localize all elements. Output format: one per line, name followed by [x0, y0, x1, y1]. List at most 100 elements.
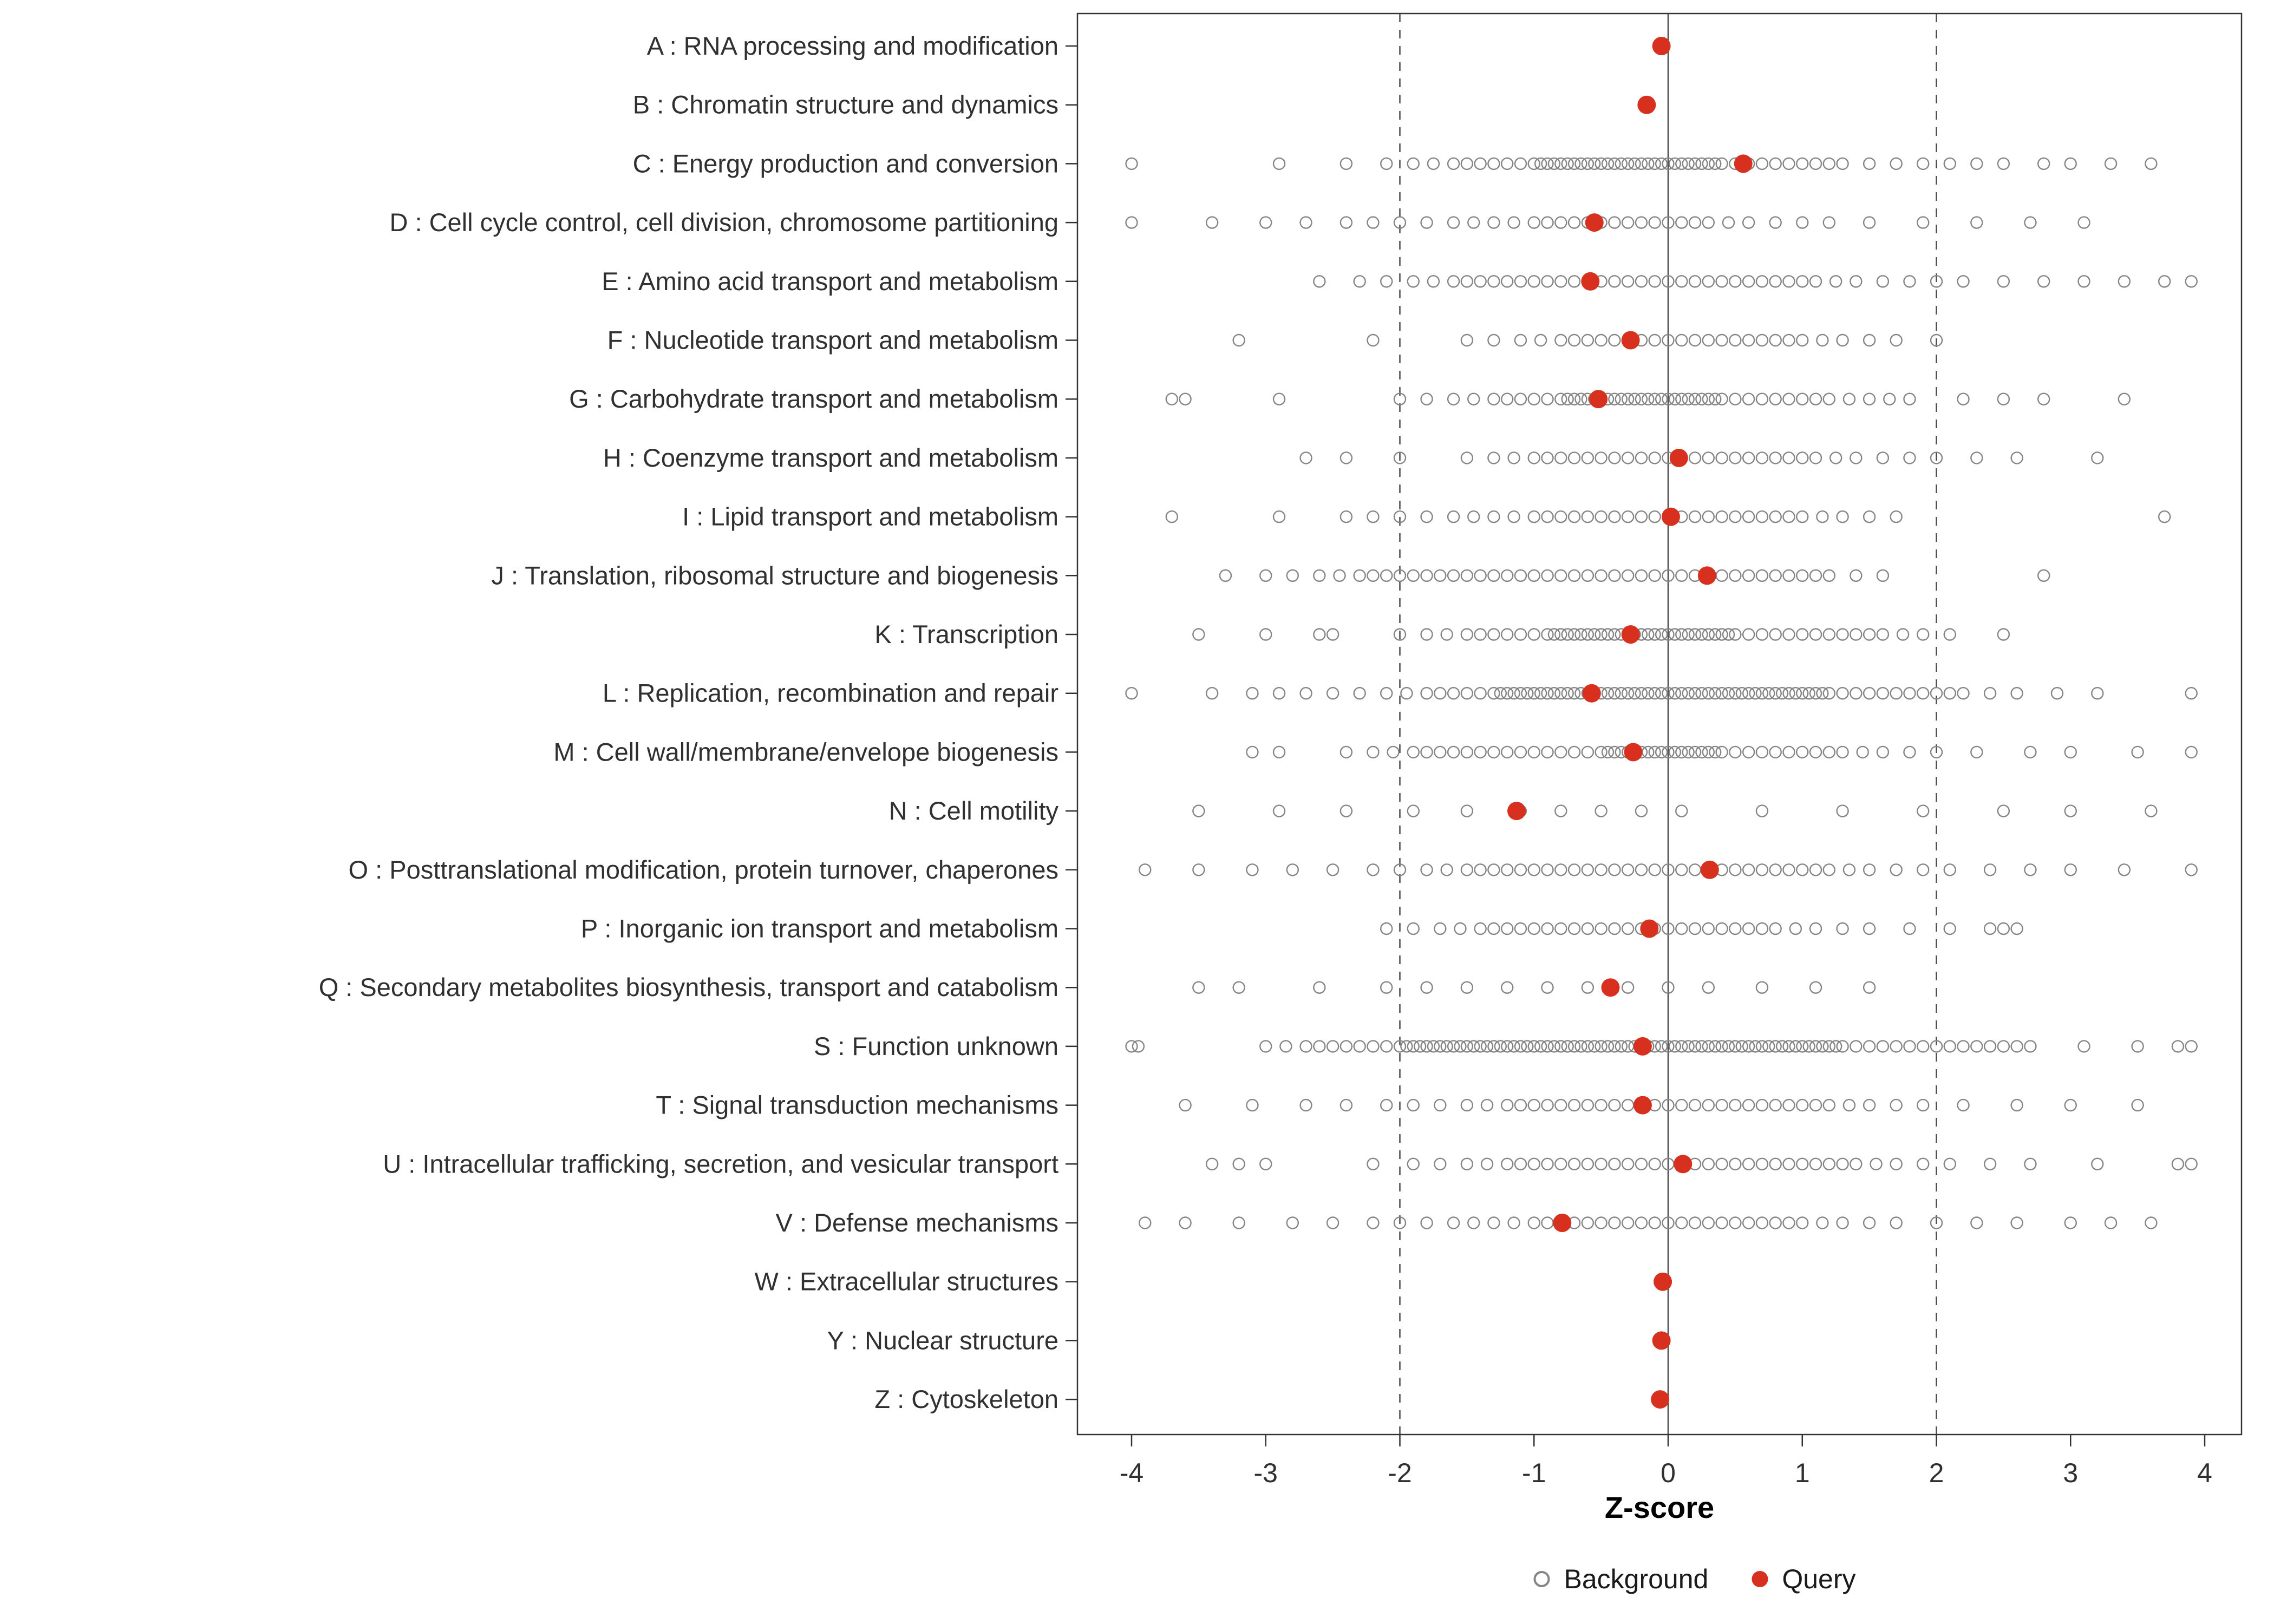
background-point	[1842, 863, 1856, 876]
background-point	[1420, 745, 1433, 759]
background-point	[1796, 451, 1809, 464]
background-point	[1440, 628, 1453, 641]
background-point	[1943, 1157, 1956, 1171]
background-point	[1534, 686, 1547, 700]
background-point	[1782, 333, 1795, 347]
background-point	[1286, 569, 1299, 582]
background-point	[1628, 392, 1641, 405]
background-point	[1420, 686, 1433, 700]
background-point	[1648, 275, 1661, 288]
background-point	[1139, 1216, 1152, 1229]
background-point	[1615, 686, 1628, 700]
query-point	[1621, 625, 1640, 644]
background-point	[2185, 1157, 2198, 1171]
legend-item-query: Query	[1752, 1563, 1856, 1595]
background-point	[1595, 569, 1608, 582]
background-point	[1662, 628, 1675, 641]
background-point	[1272, 745, 1286, 759]
x-tick-label: -1	[1522, 1458, 1546, 1488]
background-point	[1286, 863, 1299, 876]
background-point	[1393, 1040, 1407, 1053]
background-point	[1581, 1157, 1595, 1171]
background-point	[1809, 628, 1822, 641]
background-point	[1983, 922, 1997, 935]
background-point	[1709, 628, 1722, 641]
background-point	[1769, 628, 1782, 641]
background-point	[2104, 157, 2118, 171]
background-point	[1755, 745, 1769, 759]
background-point	[1514, 922, 1527, 935]
background-point	[1715, 922, 1728, 935]
background-point	[1628, 686, 1641, 700]
background-point	[1943, 157, 1956, 171]
background-point	[1541, 569, 1554, 582]
background-point	[1474, 569, 1487, 582]
background-point	[1983, 1157, 1997, 1171]
background-point	[1809, 922, 1822, 935]
background-point	[2185, 1040, 2198, 1053]
background-point	[1581, 745, 1595, 759]
background-point	[1635, 392, 1648, 405]
background-point	[1662, 1040, 1675, 1053]
background-point	[1675, 275, 1688, 288]
background-point	[1581, 157, 1595, 171]
background-point	[1393, 863, 1407, 876]
background-point	[1863, 392, 1876, 405]
background-point	[1567, 451, 1581, 464]
legend-label-query: Query	[1782, 1564, 1856, 1594]
background-point	[1313, 569, 1326, 582]
background-point	[1272, 686, 1286, 700]
background-point	[1487, 451, 1500, 464]
background-point	[1561, 1040, 1574, 1053]
background-point	[1648, 863, 1661, 876]
background-point	[1514, 863, 1527, 876]
background-point	[1527, 510, 1540, 523]
background-point	[1534, 1040, 1547, 1053]
background-point	[1380, 275, 1393, 288]
background-point	[1702, 686, 1715, 700]
background-point	[1715, 1216, 1728, 1229]
background-point	[1782, 628, 1795, 641]
background-point	[1635, 275, 1648, 288]
background-point	[1702, 157, 1715, 171]
background-point	[1943, 863, 1956, 876]
query-point	[1582, 684, 1601, 703]
background-point	[1554, 157, 1567, 171]
background-point	[1474, 745, 1487, 759]
background-point	[1917, 1098, 1930, 1112]
background-point	[1842, 1098, 1856, 1112]
background-point	[1755, 392, 1769, 405]
background-point	[1903, 275, 1916, 288]
background-point	[1595, 863, 1608, 876]
background-point	[1796, 157, 1809, 171]
background-point	[1675, 863, 1688, 876]
background-point	[1836, 804, 1849, 817]
background-point	[1648, 392, 1661, 405]
background-point	[1809, 569, 1822, 582]
query-point	[1652, 1331, 1671, 1350]
background-point	[1272, 157, 1286, 171]
background-point	[1729, 922, 1742, 935]
background-point	[1534, 157, 1547, 171]
background-point	[2064, 1098, 2077, 1112]
background-point	[1313, 981, 1326, 994]
category-label: S : Function unknown	[814, 1032, 1058, 1060]
background-point	[1574, 392, 1587, 405]
background-point	[1722, 686, 1735, 700]
background-point	[1829, 451, 1842, 464]
background-point	[1574, 628, 1587, 641]
background-point	[1420, 863, 1433, 876]
query-point	[1734, 154, 1753, 173]
background-point	[1809, 1157, 1822, 1171]
background-point	[1547, 157, 1561, 171]
background-point	[1668, 628, 1682, 641]
query-point	[1581, 272, 1600, 291]
background-point	[1903, 392, 1916, 405]
background-point	[1487, 686, 1500, 700]
query-point	[1674, 1155, 1693, 1174]
background-point	[1447, 392, 1460, 405]
background-point	[1460, 1040, 1474, 1053]
background-point	[1621, 275, 1635, 288]
background-point	[1608, 569, 1621, 582]
background-point	[1755, 804, 1769, 817]
